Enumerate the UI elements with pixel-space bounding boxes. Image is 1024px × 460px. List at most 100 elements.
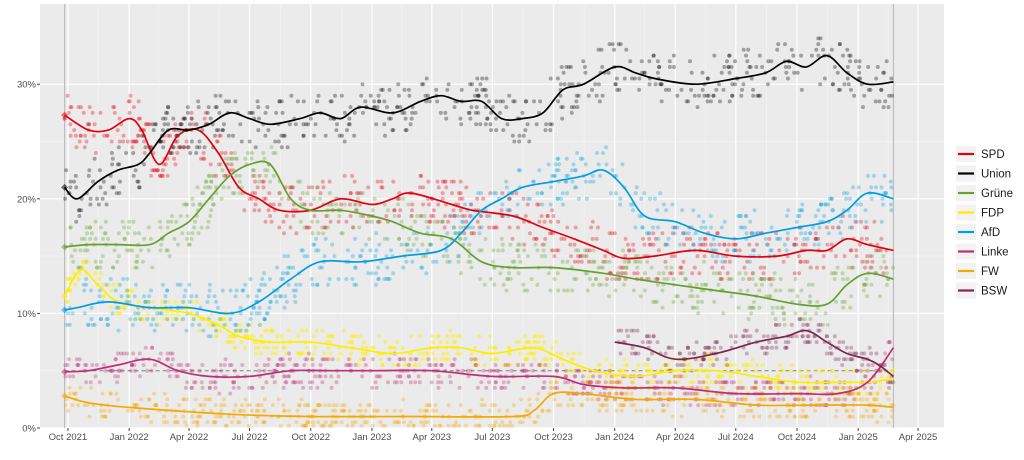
poll-dot (832, 334, 837, 339)
poll-dot (831, 208, 836, 213)
poll-dot (611, 380, 616, 385)
poll-dot (640, 225, 645, 230)
poll-dot (702, 93, 707, 98)
poll-dot (147, 122, 152, 127)
poll-dot (872, 397, 877, 402)
poll-dot (281, 219, 286, 224)
poll-dot (142, 151, 147, 155)
poll-dot (122, 236, 127, 241)
poll-dot (185, 105, 190, 110)
poll-dot (877, 99, 882, 104)
poll-dot (533, 420, 538, 425)
poll-dot (324, 357, 329, 362)
poll-dot (673, 374, 677, 379)
poll-dot (620, 368, 625, 373)
poll-dot (114, 391, 119, 396)
poll-dot (582, 254, 587, 259)
poll-dot (387, 87, 392, 92)
poll-dot (293, 122, 298, 127)
poll-dot (565, 288, 570, 293)
poll-dot (269, 145, 274, 150)
poll-dot (183, 420, 187, 425)
poll-dot (833, 254, 838, 259)
poll-dot (89, 385, 94, 390)
poll-dot (136, 179, 141, 184)
poll-dot (885, 380, 890, 385)
poll-dot (477, 423, 482, 428)
poll-dot (388, 345, 393, 350)
poll-dot (126, 231, 130, 236)
poll-dot (318, 363, 323, 367)
poll-dot (753, 380, 758, 385)
poll-dot (259, 351, 263, 356)
poll-dot (74, 185, 79, 190)
poll-dot (428, 242, 433, 247)
poll-dot (400, 345, 405, 350)
poll-dot (515, 363, 520, 367)
poll-dot (202, 145, 207, 150)
poll-dot (379, 87, 384, 92)
poll-dot (604, 403, 609, 408)
poll-dot (730, 82, 735, 87)
poll-dot (181, 202, 186, 207)
poll-dot (651, 231, 656, 236)
poll-dot (741, 47, 746, 52)
poll-dot (507, 208, 512, 213)
poll-dot (72, 179, 76, 184)
poll-dot (813, 236, 818, 241)
poll-dot (142, 236, 147, 241)
poll-dot (468, 408, 473, 413)
poll-dot (768, 380, 773, 385)
poll-dot (223, 99, 228, 104)
poll-dot (721, 408, 726, 413)
poll-dot (879, 265, 884, 270)
poll-dot (275, 334, 280, 339)
poll-dot (668, 271, 673, 276)
poll-dot (146, 225, 151, 230)
poll-dot (151, 299, 156, 304)
poll-dot (115, 259, 120, 264)
poll-dot (662, 408, 667, 413)
poll-dot (799, 374, 804, 379)
poll-dot (857, 65, 862, 69)
poll-dot (776, 374, 781, 379)
poll-dot (665, 403, 670, 408)
poll-dot (768, 385, 772, 390)
poll-dot (696, 299, 700, 304)
poll-dot (395, 105, 400, 110)
poll-dot (885, 282, 890, 287)
poll-dot (560, 105, 565, 110)
poll-dot (498, 99, 503, 104)
poll-dot (443, 214, 447, 218)
poll-dot (521, 196, 526, 201)
poll-dot (143, 414, 148, 419)
poll-dot (412, 363, 417, 367)
poll-dot (863, 374, 868, 379)
poll-dot (547, 408, 552, 413)
poll-dot (601, 151, 605, 155)
poll-dot (630, 380, 635, 385)
poll-dot (82, 288, 87, 293)
poll-dot (494, 357, 499, 362)
poll-dot (762, 277, 767, 281)
poll-dot (286, 374, 291, 379)
poll-dot (347, 357, 352, 362)
poll-dot (444, 185, 449, 190)
poll-dot (295, 351, 300, 356)
poll-dot (489, 128, 494, 133)
poll-dot (208, 162, 213, 167)
poll-dot (92, 122, 97, 127)
poll-dot (651, 299, 656, 304)
x-tick-label: Jan 2024 (595, 432, 634, 443)
poll-dot (788, 408, 793, 413)
poll-dot (145, 299, 150, 304)
poll-dot (152, 391, 157, 396)
poll-dot (672, 231, 677, 236)
poll-dot (457, 236, 462, 241)
poll-dot (149, 288, 153, 293)
poll-dot (766, 59, 771, 64)
poll-dot (506, 345, 511, 350)
poll-dot (363, 99, 368, 104)
poll-dot (310, 231, 315, 236)
poll-dot (628, 59, 633, 64)
